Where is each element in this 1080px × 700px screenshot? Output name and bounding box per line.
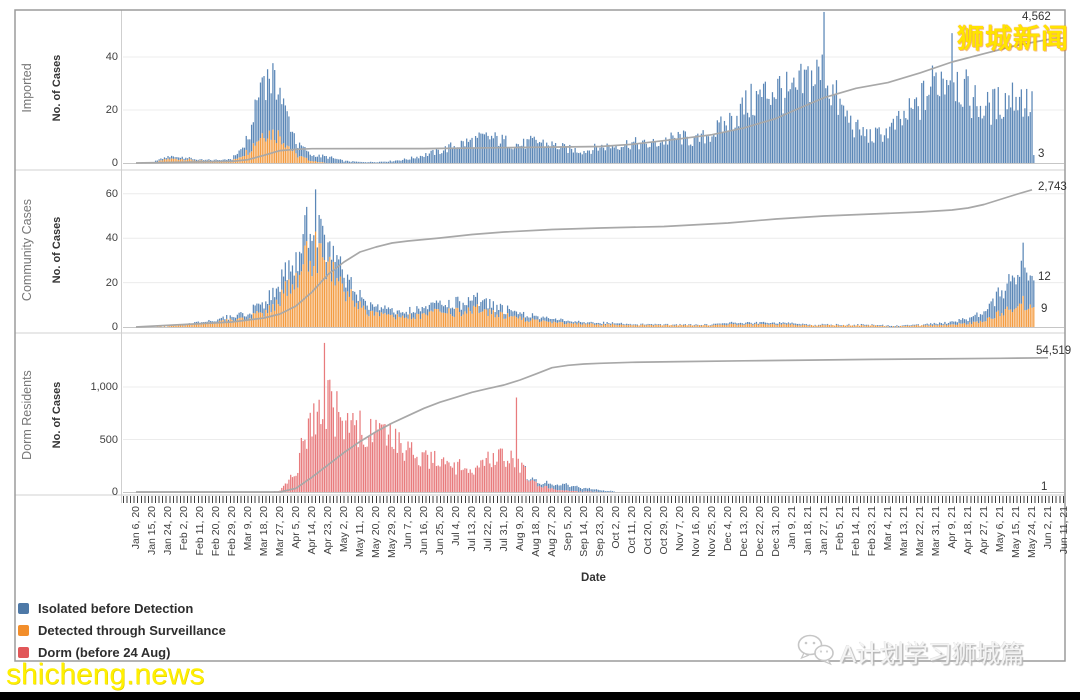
watermark-bottom-left: shicheng.news [6,658,205,691]
date-tick-label: Jan 24, 20 [162,506,174,556]
bottom-black-bar [0,692,1080,700]
watermark-top-right: 狮城新闻 [957,24,1069,54]
y-tick-label: 60 [105,187,118,200]
date-tick-label: Sep 14, 20 [578,506,590,557]
date-tick-label: Jun 7, 20 [402,506,414,550]
date-tick-label: Feb 5, 21 [834,506,846,551]
row-label-dorm: Dorm Residents [20,370,34,460]
legend-swatch-icon [18,647,29,658]
y-tick-label: 20 [105,276,118,289]
date-tick-label: Jan 27, 21 [818,506,830,556]
date-tick-label: Jan 9, 21 [786,506,798,550]
date-tick-label: Feb 11, 20 [194,506,206,556]
date-tick-label: May 29, 20 [386,506,398,558]
legend-item: Dorm (before 24 Aug) [18,645,226,660]
date-tick-label: Nov 25, 20 [706,506,718,557]
y-tick-label: 0 [111,486,118,498]
date-tick-label: Apr 27, 21 [978,506,990,555]
date-tick-label: Dec 22, 20 [754,506,766,557]
date-tick-label: Dec 4, 20 [722,506,734,551]
y-tick-label: 500 [99,433,118,446]
date-tick-label: Jul 22, 20 [482,506,494,552]
date-tick-label: Jan 15, 20 [146,506,158,556]
date-tick-label: Jun 25, 20 [434,506,446,556]
value-label: 54,519 [1036,345,1072,357]
date-tick-label: Mar 27, 20 [274,506,286,557]
value-label: 3 [1038,148,1045,160]
date-tick-label: Mar 22, 21 [914,506,926,557]
date-tick-label: May 11, 20 [354,506,366,558]
date-tick-label: Jul 13, 20 [466,506,478,552]
date-tick-label: Apr 23, 20 [322,506,334,555]
legend-label: Isolated before Detection [38,601,194,616]
legend-swatch-icon [18,625,29,636]
date-tick-label: Jan 6, 20 [130,506,142,550]
date-tick-label: Apr 14, 20 [306,506,318,555]
date-tick-label: Dec 31, 20 [770,506,782,557]
date-tick-label: Oct 2, 20 [610,506,622,549]
date-tick-label: May 15, 21 [1010,506,1022,558]
date-tick-label: Mar 9, 20 [242,506,254,551]
date-tick-label: Aug 9, 20 [514,506,526,551]
date-tick-label: Feb 29, 20 [226,506,238,557]
date-tick-label: Apr 18, 21 [962,506,974,555]
date-tick-label: Jun 11, 21 [1058,506,1070,555]
date-tick-label: Feb 20, 20 [210,506,222,557]
date-tick-label: Sep 5, 20 [562,506,574,551]
date-tick-label: Feb 2, 20 [178,506,190,551]
legend: Isolated before Detection Detected throug… [18,601,226,667]
value-label: 2,743 [1038,181,1067,193]
wechat-icon [797,634,834,666]
legend-label: Detected through Surveillance [38,623,226,638]
legend-swatch-icon [18,603,29,614]
watermark-bottom-right: A计划学习狮城篇 [840,641,1025,668]
y-axis-label-dorm: No. of Cases [51,381,63,449]
date-tick-label: Aug 27, 20 [546,506,558,557]
date-tick-label: Oct 29, 20 [658,506,670,555]
legend-item: Detected through Surveillance [18,623,226,638]
date-tick-label: Apr 9, 21 [946,506,958,549]
y-tick-label: 20 [105,104,118,116]
date-tick-label: Jan 18, 21 [802,506,814,556]
value-label: 12 [1038,271,1051,283]
date-tick-label: Sep 23, 20 [594,506,606,557]
y-tick-label: 40 [105,232,118,245]
value-label: 9 [1041,303,1048,315]
date-tick-label: Apr 5, 20 [290,506,302,549]
date-tick-label: Jun 2, 21 [1042,506,1054,550]
date-tick-label: Nov 16, 20 [690,506,702,557]
legend-item: Isolated before Detection [18,601,226,616]
date-tick-label: May 20, 20 [370,506,382,558]
legend-label: Dorm (before 24 Aug) [38,645,171,660]
date-tick-label: May 2, 20 [338,506,350,553]
date-tick-label: Feb 14, 21 [850,506,862,557]
y-tick-label: 40 [105,51,118,63]
date-tick-label: Mar 13, 21 [898,506,910,557]
date-tick-label: Jun 16, 20 [418,506,430,556]
y-tick-label: 0 [111,157,118,169]
date-tick-label: Mar 31, 21 [930,506,942,557]
y-tick-label: 0 [111,321,118,333]
value-label: 4,562 [1022,11,1051,23]
date-tick-label: May 6, 21 [994,506,1006,553]
date-axis-tick-marks [123,496,1064,503]
date-tick-label: Mar 18, 20 [258,506,270,557]
date-tick-label: Feb 23, 21 [866,506,878,557]
date-tick-label: Jul 31, 20 [498,506,510,552]
date-tick-label: Oct 20, 20 [642,506,654,555]
date-tick-label: Nov 7, 20 [674,506,686,551]
date-tick-label: May 24, 21 [1026,506,1038,558]
date-tick-label: Dec 13, 20 [738,506,750,557]
y-tick-label: 1,000 [90,381,118,393]
date-tick-label: Aug 18, 20 [530,506,542,557]
value-label: 1 [1041,481,1048,493]
date-tick-label: Jul 4, 20 [450,506,462,546]
date-tick-label: Mar 4, 21 [882,506,894,551]
date-axis-title: Date [581,572,606,584]
date-tick-label: Oct 11, 20 [626,506,638,554]
